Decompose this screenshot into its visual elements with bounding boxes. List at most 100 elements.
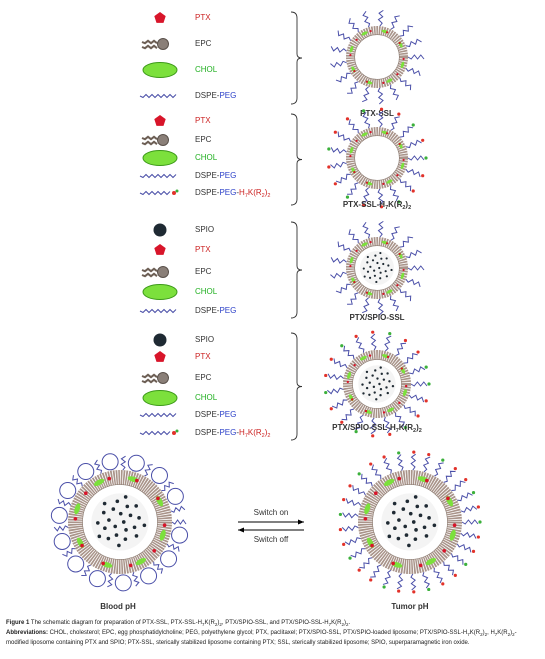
peg-chain: [377, 110, 384, 128]
target-tip: [329, 407, 333, 411]
spio-particle: [114, 533, 119, 537]
ptx-in-membrane: [349, 155, 352, 158]
caption-run: ): [343, 620, 346, 626]
label-run: 7: [245, 193, 248, 199]
peg-chain: [460, 505, 478, 513]
target-tip: [471, 491, 476, 495]
label-run: PEG: [219, 306, 236, 315]
peg-chain: [443, 470, 456, 483]
label-run: PEG: [219, 171, 236, 180]
target-tip: [345, 195, 350, 199]
chain: [139, 412, 177, 418]
peg-chain: [407, 155, 425, 161]
peg-loop: [166, 487, 184, 505]
peg-chain: [396, 454, 404, 471]
peg-chain: [389, 185, 400, 202]
spio-particle: [134, 534, 139, 538]
peg-chain: [377, 220, 384, 238]
peg-chain: [399, 288, 412, 302]
peg-chain: [354, 414, 364, 430]
ptx-in-membrane: [402, 158, 405, 161]
ptx-in-membrane: [369, 241, 372, 244]
target-tip: [411, 123, 415, 127]
label-run: 2: [419, 428, 422, 434]
peg-chain: [370, 417, 377, 435]
ptx-in-membrane: [162, 523, 167, 528]
peg-chain: [405, 249, 422, 259]
target-tip: [427, 452, 431, 457]
spio-particle: [390, 268, 393, 272]
peg-loop: [114, 574, 132, 592]
caption-run: 7: [328, 622, 332, 628]
target-tip: [421, 138, 425, 142]
peg-chain: [161, 481, 174, 492]
target-tip: [379, 107, 384, 111]
label-run: K(R: [248, 428, 262, 437]
peg-chain: [395, 412, 405, 428]
legend-label: EPC: [195, 39, 212, 48]
target-tip: [371, 330, 375, 334]
spio-particle: [103, 526, 107, 531]
epc-head: [157, 372, 169, 384]
peg-chain: [382, 569, 392, 585]
spio-particle: [387, 264, 390, 267]
spio-particle: [385, 521, 390, 525]
spio-particle: [385, 257, 388, 260]
caption-run: K(R: [331, 620, 342, 626]
peg-chain: [456, 543, 472, 553]
peg-chain: [396, 572, 404, 590]
peg-chain: [170, 505, 186, 513]
legend-label: CHOL: [195, 287, 218, 296]
chain: [141, 44, 158, 50]
peg-loop: [127, 454, 145, 472]
peg-chain: [377, 87, 384, 105]
peg-chain: [405, 278, 421, 287]
peg-chain: [389, 295, 400, 312]
peg-chain: [405, 139, 422, 149]
spio-particle: [379, 394, 382, 397]
bilayer: [357, 469, 463, 575]
peg-chain: [371, 464, 382, 479]
ptx-in-membrane: [382, 292, 385, 295]
label-run: PTX: [195, 245, 211, 254]
target-tip: [388, 331, 392, 336]
ptx-in-membrane: [349, 54, 352, 57]
spio-particle: [379, 277, 382, 280]
spio-particle: [123, 537, 128, 541]
spio-particle: [362, 267, 365, 270]
ptx-in-membrane: [396, 284, 399, 287]
peg-loop: [160, 550, 178, 568]
peg-chain: [330, 147, 347, 154]
legend-label: SPIO: [195, 335, 214, 344]
ptx-in-membrane: [353, 281, 356, 284]
caption-run: ): [482, 630, 485, 637]
target-tip: [416, 414, 420, 418]
peg-chain: [352, 485, 366, 496]
spio-particle: [405, 499, 410, 504]
target-tip: [369, 578, 373, 582]
spio-particle: [365, 376, 368, 380]
diagram: PTXEPCCHOLDSPE-PEGPTX-SSLPTXEPCCHOLDSPE-…: [50, 9, 482, 611]
label-run: ): [416, 423, 419, 432]
label-run: -: [236, 188, 239, 197]
ptx-icon: [154, 12, 166, 23]
target-tip: [476, 535, 480, 539]
ptx-in-membrane: [382, 411, 386, 414]
ptx-in-membrane: [156, 496, 160, 501]
target-tip: [371, 434, 375, 438]
peg-chain: [350, 548, 366, 558]
chol-icon: [142, 150, 178, 166]
peg-chain: [62, 548, 76, 558]
spio-particle: [363, 275, 366, 278]
peg-chain: [362, 187, 370, 204]
ptx-in-membrane: [442, 548, 447, 553]
caption-run: Figure 1: [6, 620, 30, 626]
peg-chain: [166, 543, 180, 552]
spio-particle: [124, 528, 128, 532]
legend-label: DSPE-PEG: [195, 410, 236, 419]
peg-chain: [153, 561, 164, 574]
core: [358, 365, 396, 403]
caption-run: 2: [512, 632, 515, 638]
target-tip: [427, 587, 431, 592]
peg-loop: [67, 555, 85, 573]
